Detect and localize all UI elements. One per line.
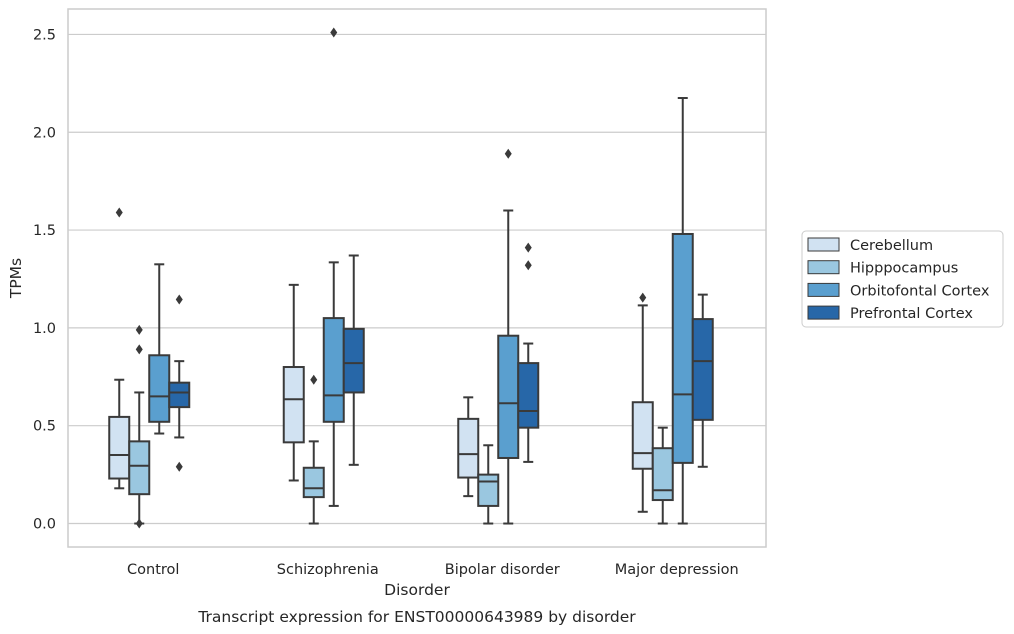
- legend-frame: [801, 230, 1004, 328]
- outlier-point: [310, 374, 318, 385]
- outlier-point: [135, 518, 143, 529]
- x-tick-label: Control: [127, 562, 179, 578]
- y-tick-label: 2.0: [33, 125, 56, 141]
- box-0-1: [128, 324, 151, 529]
- gridlines: [68, 33, 766, 525]
- box-2-2: [497, 148, 520, 525]
- legend-label: Hipppocampus: [850, 261, 958, 277]
- plot-marks: [108, 27, 714, 529]
- outlier-point: [524, 242, 532, 253]
- box-3-2: [671, 97, 694, 525]
- box-2-0: [457, 396, 480, 498]
- legend-swatch: [807, 237, 840, 252]
- legend-swatch: [807, 305, 840, 320]
- box-iqr: [457, 417, 480, 479]
- x-tick-label: Bipolar disorder: [445, 562, 560, 578]
- box-0-3: [168, 294, 191, 472]
- box-iqr: [517, 362, 540, 429]
- box-0-0: [108, 207, 131, 490]
- y-tick-label: 2.5: [33, 27, 56, 43]
- box-iqr: [651, 447, 674, 502]
- tick-labels: 0.0 0.5 1.0 1.5 2.0 2.5 Control Schizophrenia Bi…: [33, 27, 739, 578]
- box-iqr: [631, 401, 654, 470]
- x-tick-label: Schizophrenia: [277, 562, 379, 578]
- outlier-point: [524, 260, 532, 271]
- legend-swatch: [807, 282, 840, 297]
- box-3-3: [691, 293, 714, 468]
- x-axis-title: Disorder: [384, 581, 450, 599]
- box-0-2: [148, 263, 171, 435]
- legend-label: Orbitofontal Cortex: [850, 283, 990, 299]
- box-iqr: [108, 415, 131, 480]
- box-iqr: [342, 327, 365, 394]
- legend-label: Cerebellum: [850, 238, 933, 254]
- y-tick-label: 0.0: [33, 517, 56, 533]
- box-iqr: [128, 440, 151, 496]
- box-1-0: [282, 283, 305, 482]
- legend-swatch: [807, 260, 840, 275]
- box-iqr: [497, 334, 520, 459]
- outlier-point: [175, 294, 183, 305]
- plot-frame: [67, 8, 767, 548]
- outlier-point: [115, 207, 123, 218]
- y-tick-label: 1.5: [33, 223, 56, 239]
- outlier-point: [135, 344, 143, 355]
- y-tick-label: 1.0: [33, 321, 56, 337]
- outlier-point: [175, 461, 183, 472]
- outlier-point: [504, 148, 512, 159]
- legend: Cerebellum Hipppocampus Orbitofontal Corte…: [801, 230, 1004, 328]
- box-3-0: [631, 292, 654, 513]
- box-iqr: [302, 466, 325, 499]
- outlier-point: [639, 292, 647, 303]
- outlier-point: [330, 27, 338, 38]
- x-tick-label: Major depression: [615, 562, 739, 578]
- box-1-2: [322, 27, 345, 507]
- box-iqr: [168, 381, 191, 409]
- box-3-1: [651, 426, 674, 525]
- box-1-1: [302, 374, 325, 525]
- box-iqr: [671, 232, 694, 464]
- box-iqr: [477, 473, 500, 507]
- outlier-point: [135, 324, 143, 335]
- chart-caption: Transcript expression for ENST0000064398…: [197, 608, 636, 626]
- legend-label: Prefrontal Cortex: [850, 306, 973, 322]
- box-2-3: [517, 242, 540, 463]
- box-iqr: [691, 318, 714, 421]
- box-iqr: [282, 366, 305, 444]
- box-iqr: [322, 317, 345, 423]
- box-iqr: [148, 354, 171, 423]
- box-1-3: [342, 254, 365, 466]
- y-axis-title: TPMs: [7, 258, 25, 299]
- y-tick-label: 0.5: [33, 419, 56, 435]
- box-2-1: [477, 444, 500, 525]
